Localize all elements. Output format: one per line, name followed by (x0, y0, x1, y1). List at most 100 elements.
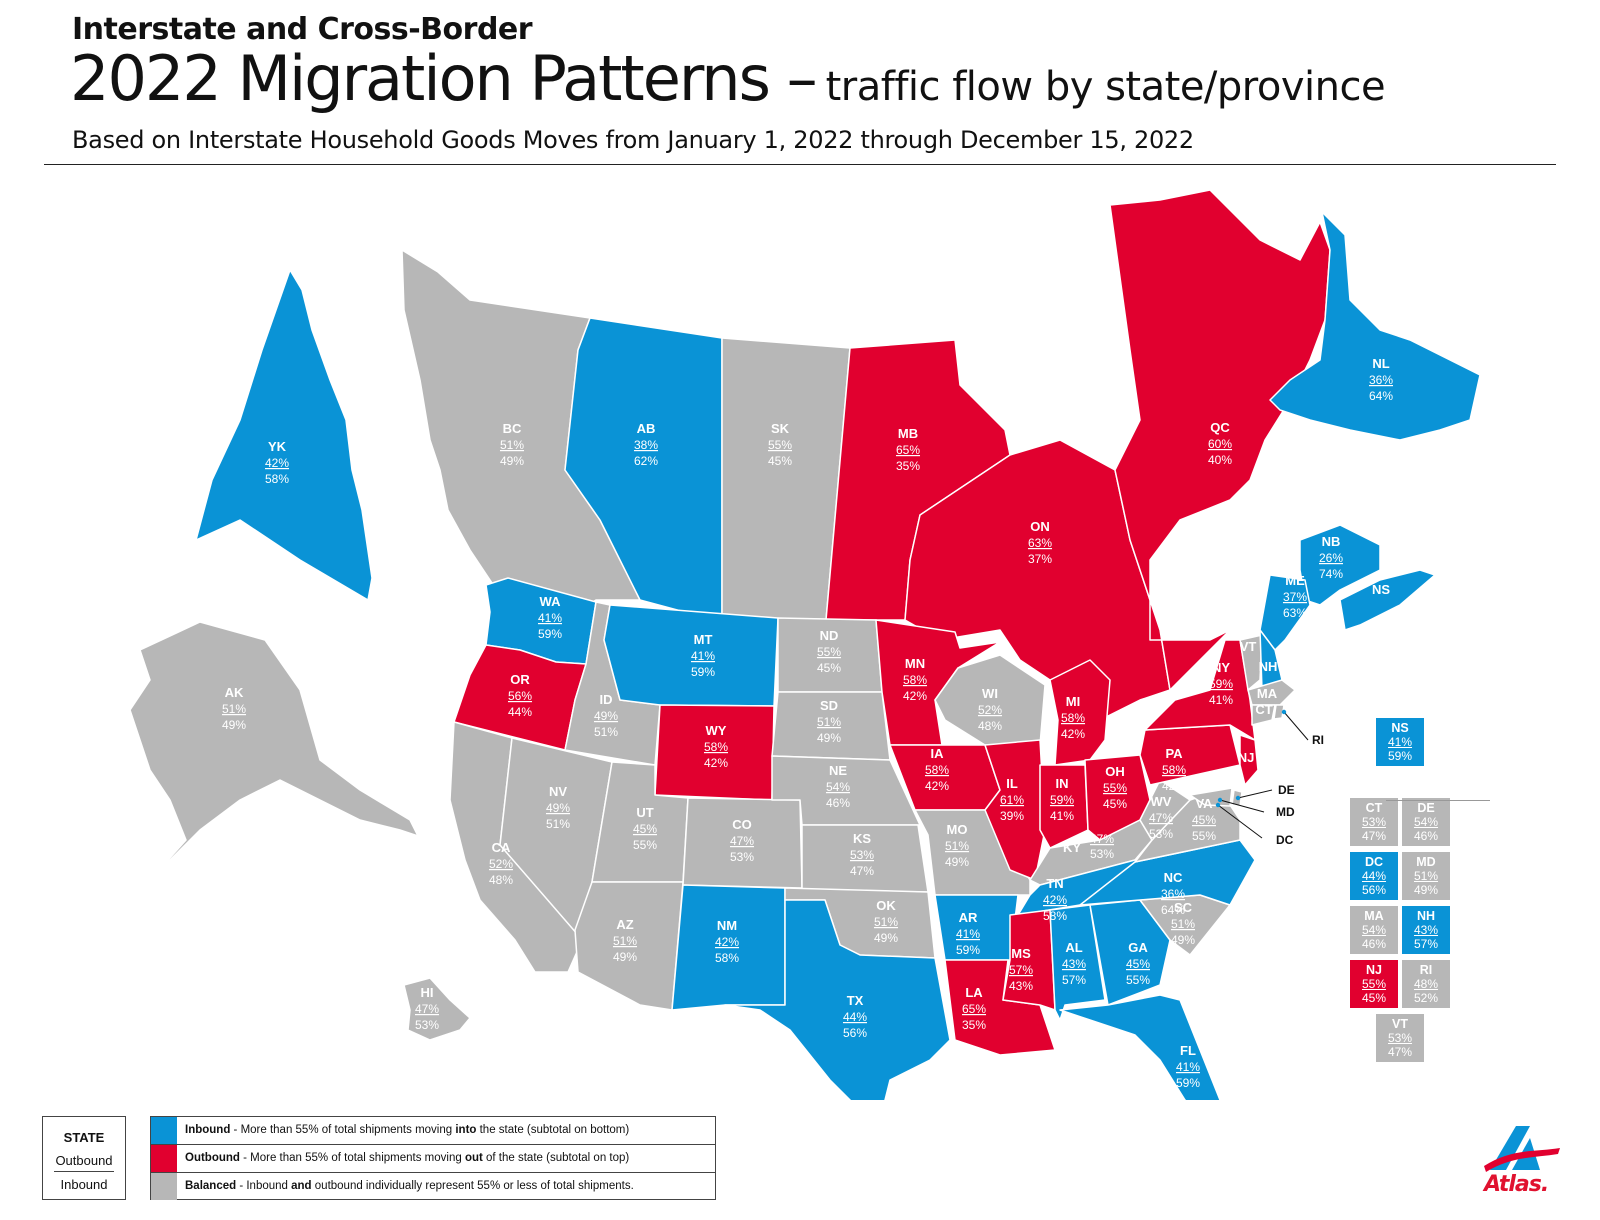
label-outbound-ok: 51% (874, 915, 898, 929)
label-outbound-il: 61% (1000, 793, 1024, 807)
label-code-nc: NC (1164, 870, 1183, 885)
atlas-logo-icon (1484, 1126, 1560, 1172)
region-wv (1139, 779, 1191, 841)
label-inbound-or: 44% (508, 705, 532, 719)
callout-line-dc (1217, 804, 1263, 839)
label-outbound-nl: 36% (1369, 373, 1393, 387)
label-inbound-mi: 42% (1061, 727, 1085, 741)
label-outbound-qc: 60% (1208, 437, 1232, 451)
label-code-mb: MB (898, 426, 918, 441)
tile-md: MD 51% 49% (1402, 852, 1450, 900)
legend-text-inbound: Inbound - More than 55% of total shipmen… (185, 1124, 629, 1136)
legend-emph-inbound: into (455, 1124, 477, 1136)
label-code-qc: QC (1210, 420, 1230, 435)
tile-code-de: DE (1417, 801, 1435, 815)
tile-code-ct: CT (1365, 801, 1383, 815)
tile-code-ns: NS (1391, 721, 1409, 735)
migration-map: YK42%58%BC51%49%AB38%62%SK55%45%MB65%35%… (129, 189, 1481, 1100)
tile-outbound-nj: 55% (1361, 977, 1387, 991)
label-code-nm: NM (717, 918, 737, 933)
label-outbound-sc: 51% (1171, 917, 1195, 931)
label-inbound-ks: 47% (850, 864, 874, 878)
label-inbound-yk: 58% (265, 472, 289, 486)
label-outbound-nv: 49% (546, 801, 570, 815)
legend-desc-balanced-b: outbound individually represent 55% or l… (311, 1180, 634, 1192)
label-code-or: OR (510, 672, 530, 687)
label-inbound-nc: 64% (1161, 903, 1185, 917)
label-outbound-mo: 51% (945, 839, 969, 853)
tile-inbound-de: 46% (1413, 829, 1439, 843)
label-outbound-pa: 58% (1162, 763, 1186, 777)
label-code-id: ID (600, 692, 613, 707)
callout-label-md: MD (1276, 805, 1295, 819)
label-outbound-nm: 42% (715, 935, 739, 949)
tile-inbound-md: 49% (1413, 883, 1439, 897)
label-code-ct: CT (1255, 702, 1272, 717)
tile-outbound-nh: 43% (1413, 923, 1439, 937)
tile-ct: CT 53% 47% (1350, 798, 1398, 846)
label-inbound-ky: 53% (1090, 847, 1114, 861)
label-outbound-ms: 57% (1009, 963, 1033, 977)
label-inbound-bc: 49% (500, 454, 524, 468)
label-inbound-ny: 41% (1209, 693, 1233, 707)
page-title: 2022 Migration Patterns – traffic flow by… (70, 48, 1386, 110)
label-code-sk: SK (771, 421, 790, 436)
label-code-nl: NL (1372, 356, 1389, 371)
tile-code-vt: VT (1392, 1017, 1408, 1031)
callout-line-md (1219, 799, 1265, 813)
label-outbound-id: 49% (594, 709, 618, 723)
label-code-in: IN (1056, 776, 1069, 791)
label-code-oh: OH (1105, 764, 1125, 779)
label-inbound-wa: 59% (538, 627, 562, 641)
label-inbound-nd: 45% (817, 661, 841, 675)
label-inbound-oh: 45% (1103, 797, 1127, 811)
legend-term-inbound: Inbound (185, 1124, 231, 1136)
label-outbound-sk: 55% (768, 438, 792, 452)
label-inbound-id: 51% (594, 725, 618, 739)
region-mi (1049, 659, 1111, 766)
label-code-nh: NH (1259, 659, 1278, 674)
tile-outbound-vt: 53% (1387, 1031, 1413, 1045)
label-inbound-ab: 62% (634, 454, 658, 468)
tile-outbound-md: 51% (1413, 869, 1439, 883)
label-outbound-nb: 26% (1319, 551, 1343, 565)
region-tx (724, 899, 951, 1100)
label-inbound-in: 41% (1050, 809, 1074, 823)
label-code-tn: TN (1046, 876, 1063, 891)
legend-desc-inbound-a: - More than 55% of total shipments movin… (230, 1124, 456, 1136)
region-yk (195, 269, 373, 601)
label-inbound-pa: 42% (1162, 779, 1186, 793)
label-outbound-ga: 45% (1126, 957, 1150, 971)
region-pa (1139, 724, 1241, 786)
legend: Inbound - More than 55% of total shipmen… (150, 1116, 716, 1200)
label-code-va: VA (1195, 796, 1213, 811)
label-inbound-ga: 55% (1126, 973, 1150, 987)
label-outbound-yk: 42% (265, 456, 289, 470)
region-ri (1273, 704, 1285, 720)
label-outbound-or: 56% (508, 689, 532, 703)
label-outbound-me: 37% (1283, 590, 1307, 604)
label-code-ns: NS (1372, 582, 1390, 597)
label-inbound-co: 53% (730, 850, 754, 864)
label-outbound-wi: 52% (978, 703, 1002, 717)
tile-nh: NH 43% 57% (1402, 906, 1450, 954)
label-inbound-me: 63% (1283, 606, 1307, 620)
label-outbound-on: 63% (1028, 536, 1052, 550)
label-inbound-qc: 40% (1208, 453, 1232, 467)
label-outbound-fl: 41% (1176, 1060, 1200, 1074)
label-code-ok: OK (876, 898, 896, 913)
label-code-wi: WI (982, 686, 998, 701)
callout-label-de: DE (1278, 783, 1295, 797)
label-code-ga: GA (1128, 940, 1148, 955)
label-code-ks: KS (853, 831, 871, 846)
legend-desc-outbound-b: of the state (subtotal on top) (482, 1152, 630, 1164)
tile-inbound-dc: 56% (1361, 883, 1387, 897)
label-code-ia: IA (931, 746, 945, 761)
label-outbound-in: 59% (1050, 793, 1074, 807)
label-inbound-wy: 42% (704, 756, 728, 770)
label-inbound-ne: 46% (826, 796, 850, 810)
tile-vt: VT 53% 47% (1376, 1014, 1424, 1062)
legend-desc-inbound-b: the state (subtotal on bottom) (476, 1124, 630, 1136)
label-code-fl: FL (1180, 1043, 1196, 1058)
label-inbound-il: 39% (1000, 809, 1024, 823)
